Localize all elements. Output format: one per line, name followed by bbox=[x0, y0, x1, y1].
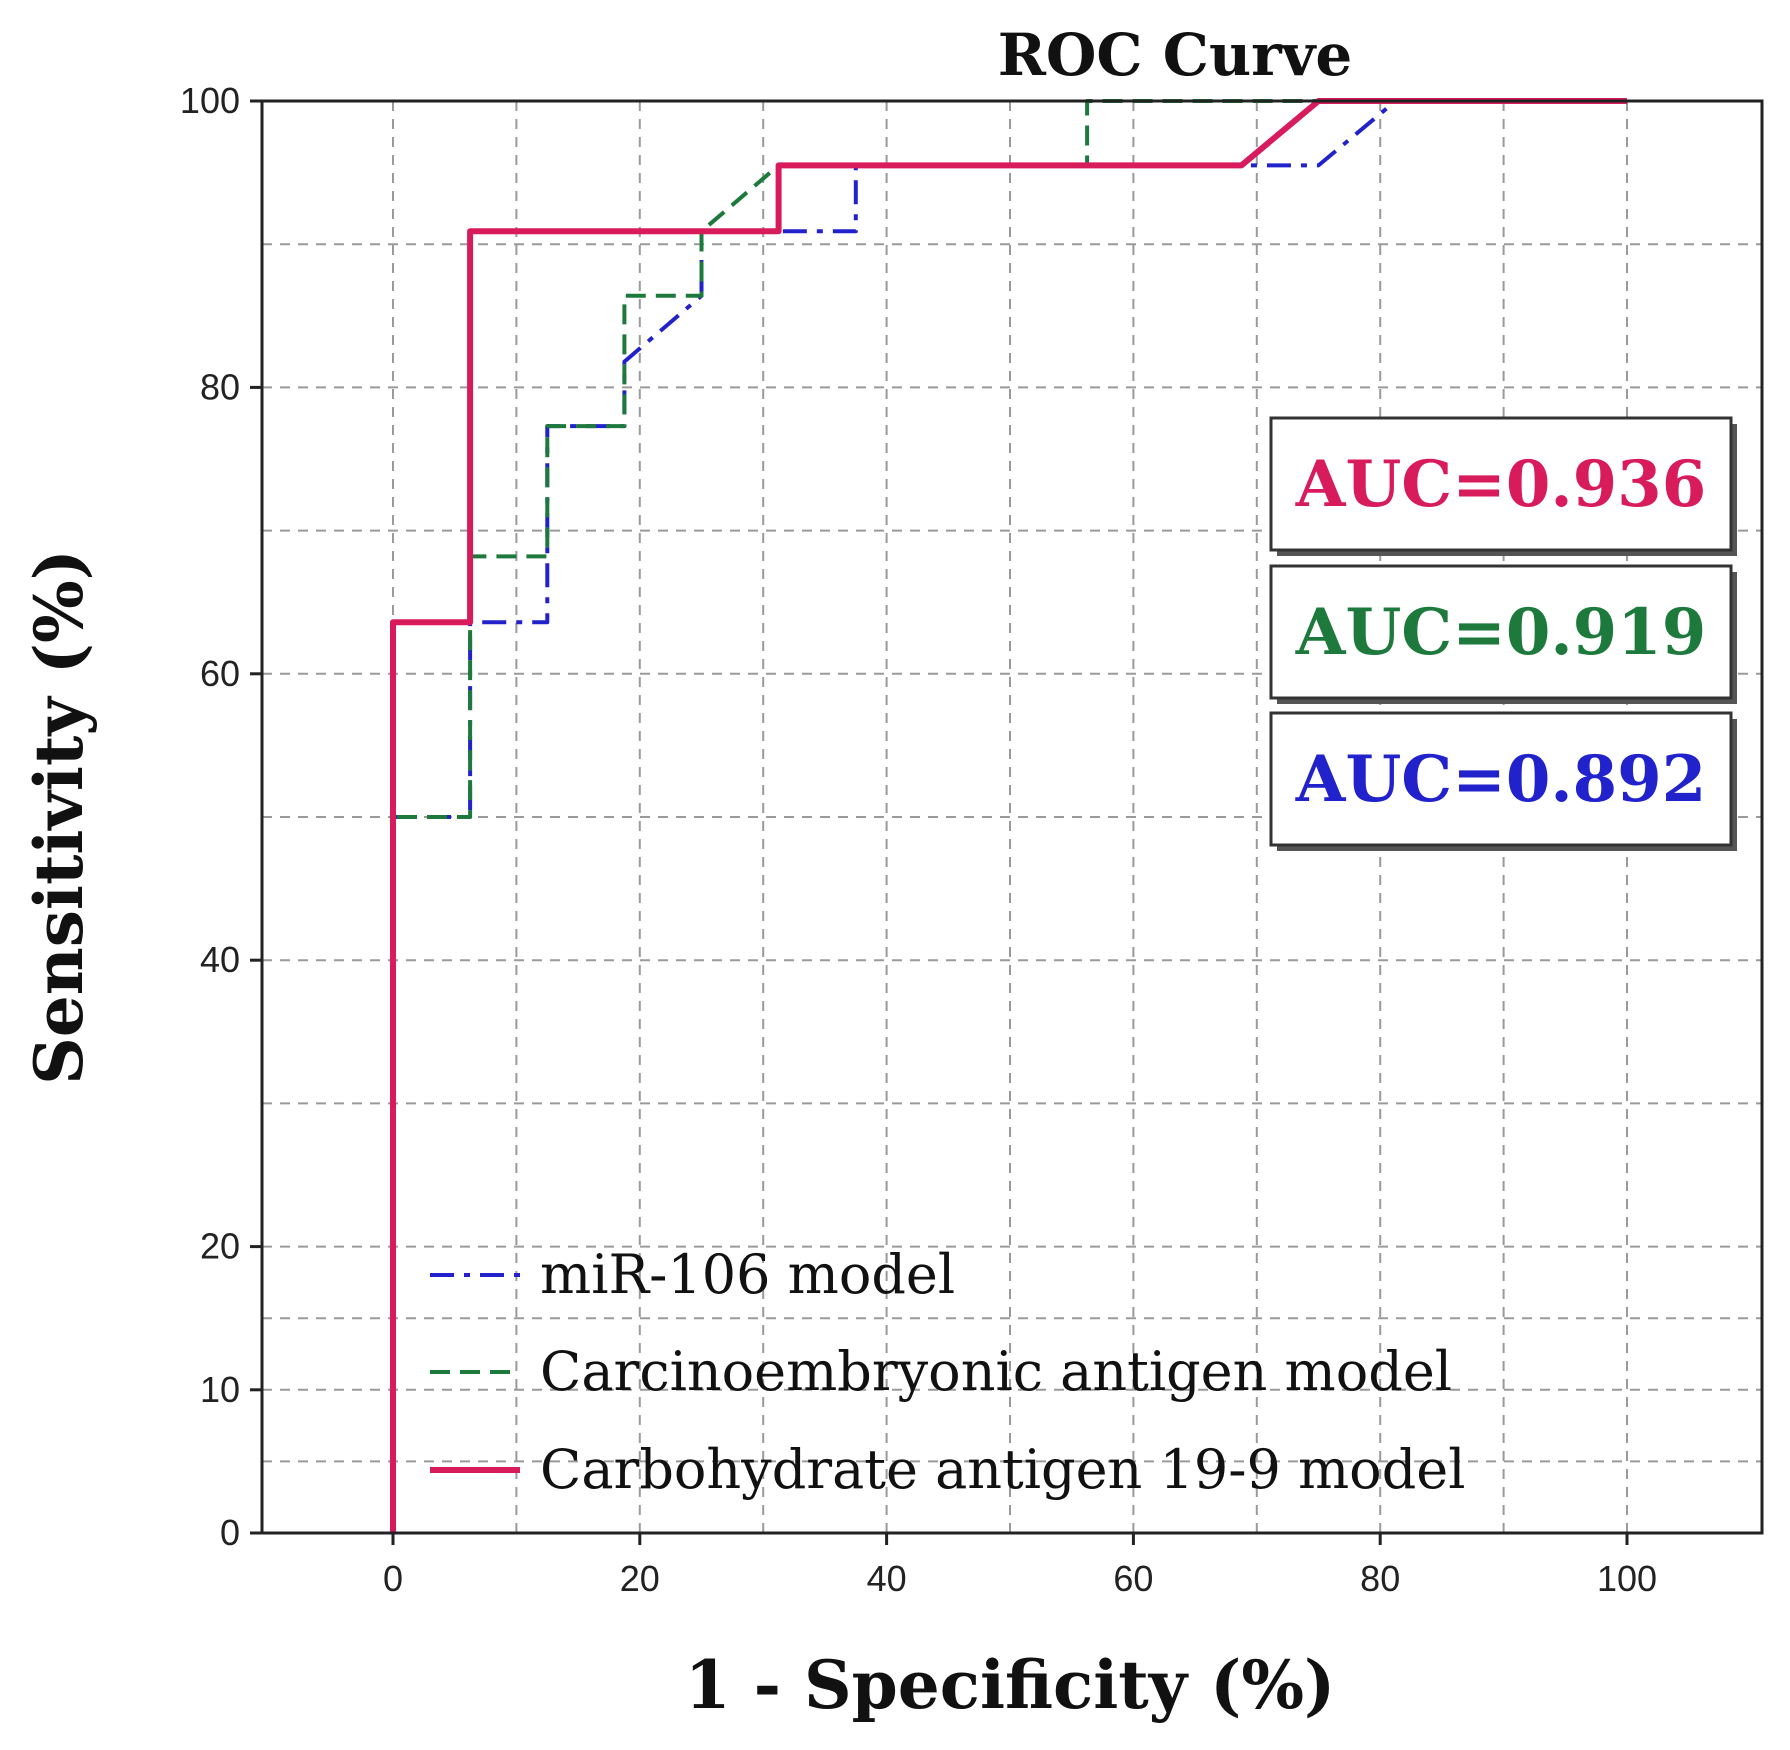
y-tick-label: 20 bbox=[200, 1226, 240, 1267]
legend: miR-106 model Carcinoembryonic antigen mo… bbox=[430, 1243, 1466, 1501]
y-tick-label: 10 bbox=[200, 1369, 240, 1410]
legend-label: miR-106 model bbox=[540, 1243, 955, 1306]
auc-box bbox=[1269, 564, 1733, 700]
series-line-2 bbox=[390, 98, 1627, 1533]
auc-label: AUC=0.919 bbox=[1295, 595, 1706, 670]
x-tick-label: 60 bbox=[1113, 1558, 1153, 1599]
y-tick-label: 60 bbox=[200, 653, 240, 694]
chart-title: ROC Curve bbox=[998, 21, 1353, 89]
x-tick-label: 20 bbox=[620, 1558, 660, 1599]
plot-frame bbox=[260, 99, 1764, 1535]
axis-ticks: 0 20 40 60 80 100 0 10 20 40 60 80 100 bbox=[180, 80, 1657, 1599]
y-tick-label: 40 bbox=[200, 939, 240, 980]
x-tick-label: 0 bbox=[383, 1558, 403, 1599]
y-tick-label: 0 bbox=[220, 1512, 240, 1553]
auc-label: AUC=0.936 bbox=[1295, 447, 1706, 522]
auc-box bbox=[1269, 416, 1733, 552]
series-lines bbox=[390, 98, 1627, 1533]
y-tick-label: 100 bbox=[180, 80, 240, 121]
legend-label: Carbohydrate antigen 19-9 model bbox=[540, 1438, 1466, 1501]
auc-label: AUC=0.892 bbox=[1295, 742, 1706, 817]
x-tick-label: 40 bbox=[867, 1558, 907, 1599]
x-tick-label: 80 bbox=[1360, 1558, 1400, 1599]
x-tick-label: 100 bbox=[1597, 1558, 1657, 1599]
legend-label: Carcinoembryonic antigen model bbox=[540, 1340, 1452, 1403]
y-tick-label: 80 bbox=[200, 366, 240, 407]
y-axis-title: Sensitivity (%) bbox=[20, 549, 98, 1085]
x-axis-title: 1 - Specificity (%) bbox=[685, 1646, 1336, 1724]
auc-boxes: AUC=0.936 AUC=0.919 AUC=0.892 bbox=[1269, 416, 1737, 851]
auc-box bbox=[1269, 711, 1733, 847]
